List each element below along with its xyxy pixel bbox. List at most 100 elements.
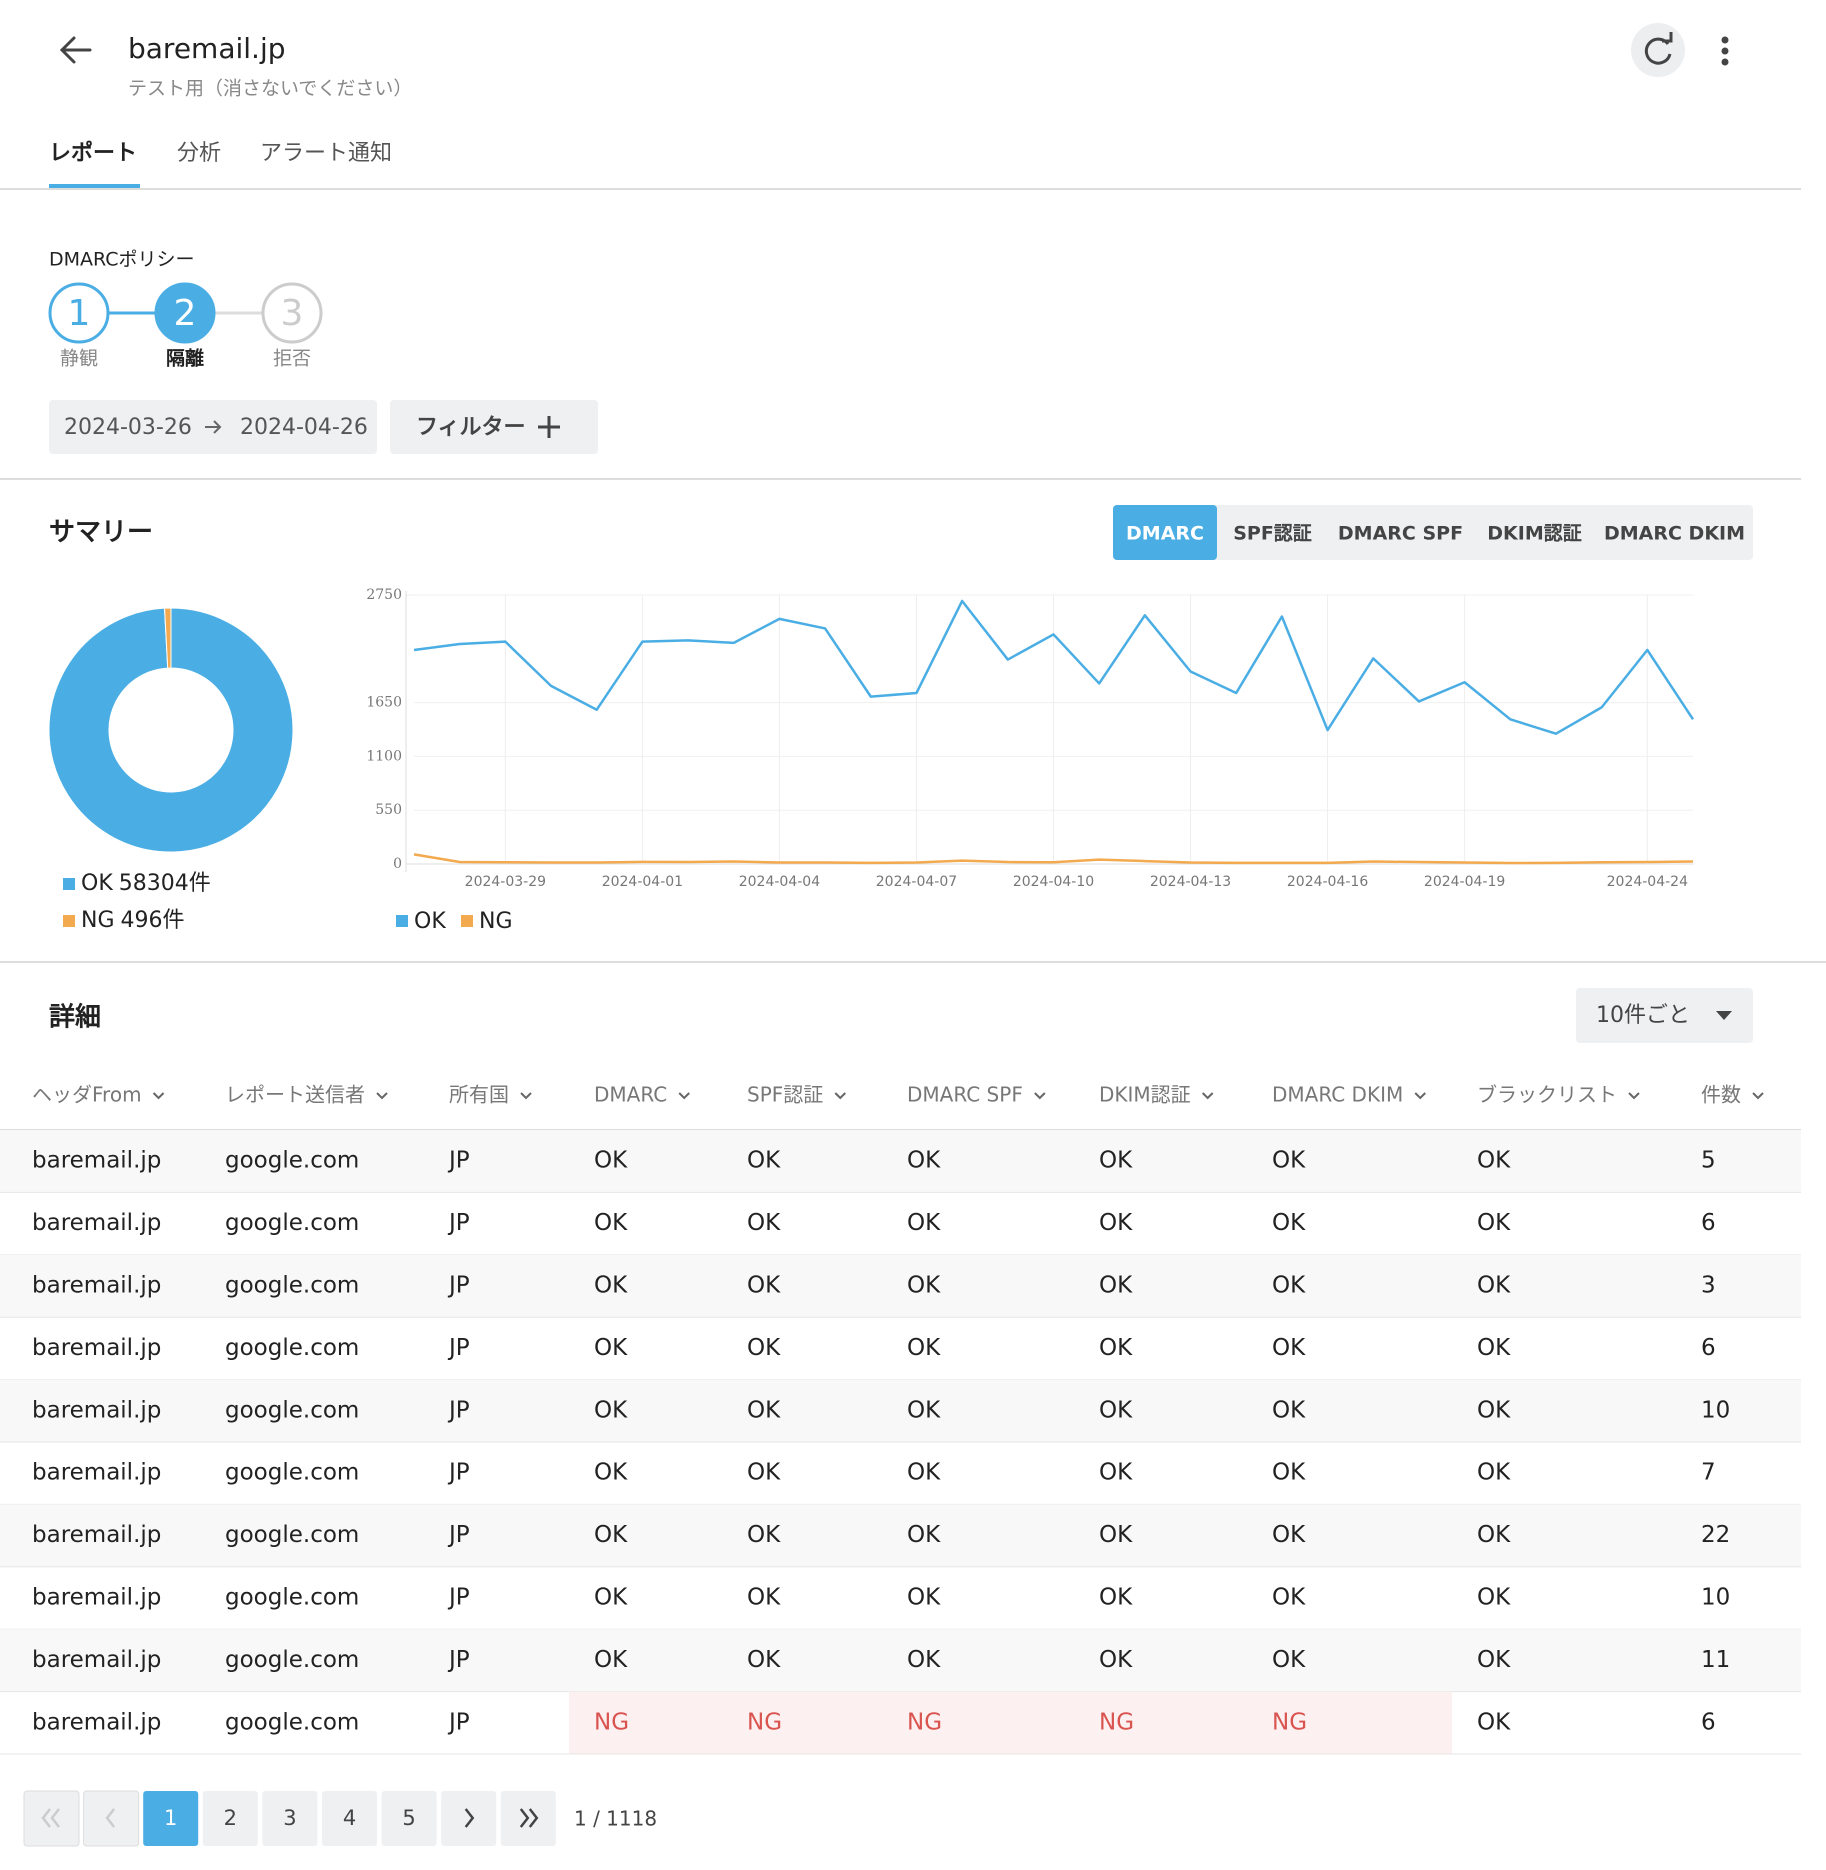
- row-bg: [0, 1379, 1801, 1442]
- ng-cell-bg: [1247, 1691, 1452, 1754]
- x-tick-label: 2024-04-24: [1607, 874, 1688, 890]
- x-tick-label: 2024-04-16: [1287, 874, 1368, 890]
- ng-cell-bg: [1074, 1691, 1247, 1754]
- cell: OK: [747, 1148, 781, 1174]
- cell: OK: [1099, 1460, 1133, 1486]
- cell: JP: [447, 1148, 470, 1174]
- cell: baremail.jp: [32, 1522, 161, 1548]
- ng-cell-bg: [882, 1691, 1074, 1754]
- metric-tab[interactable]: SPF認証: [1233, 523, 1312, 545]
- page-button[interactable]: [83, 1790, 140, 1847]
- cell: NG: [747, 1709, 782, 1735]
- cell: JP: [447, 1709, 470, 1735]
- column-header[interactable]: 所有国: [449, 1083, 532, 1107]
- page-button[interactable]: 3: [262, 1791, 318, 1846]
- date-range[interactable]: 2024-03-26 2024-04-26: [49, 400, 377, 454]
- filter-button[interactable]: フィルター: [390, 400, 598, 454]
- summary-title: サマリー: [49, 518, 153, 548]
- cell: google.com: [225, 1273, 359, 1299]
- cell: OK: [1272, 1210, 1306, 1236]
- cell: baremail.jp: [32, 1335, 161, 1361]
- legend-swatch: [396, 915, 408, 927]
- column-header[interactable]: DKIM認証: [1099, 1083, 1214, 1107]
- sort-icon: [678, 1092, 690, 1100]
- cell: NG: [907, 1709, 942, 1735]
- legend-swatch: [461, 915, 473, 927]
- cell: OK: [1272, 1397, 1306, 1423]
- x-tick-label: 2024-04-19: [1424, 874, 1505, 890]
- column-header[interactable]: DMARC DKIM: [1272, 1083, 1426, 1107]
- column-header[interactable]: レポート送信者: [225, 1083, 388, 1107]
- sort-icon: [376, 1092, 388, 1100]
- page-button[interactable]: [23, 1790, 80, 1847]
- metric-tab-label: SPF認証: [1233, 523, 1312, 545]
- cell: baremail.jp: [32, 1397, 161, 1423]
- cell: OK: [1477, 1210, 1511, 1236]
- cell: OK: [907, 1585, 941, 1611]
- cell: google.com: [225, 1585, 359, 1611]
- select-bg: [1576, 988, 1753, 1043]
- cell: OK: [907, 1335, 941, 1361]
- refresh-button[interactable]: [1631, 23, 1685, 77]
- chevron-icon: [464, 1808, 475, 1828]
- column-header-label: ヘッダFrom: [32, 1083, 142, 1107]
- sort-icon: [1034, 1092, 1046, 1100]
- cell: 10: [1701, 1397, 1730, 1423]
- page-button[interactable]: [500, 1791, 556, 1846]
- cell: 3: [1701, 1273, 1716, 1299]
- cell: NG: [1099, 1709, 1134, 1735]
- cell: baremail.jp: [32, 1647, 161, 1673]
- column-header[interactable]: ヘッダFrom: [32, 1083, 165, 1107]
- cell: OK: [907, 1210, 941, 1236]
- metric-tab[interactable]: DMARC SPF: [1338, 523, 1463, 545]
- cell: baremail.jp: [32, 1709, 161, 1735]
- page-number: 4: [343, 1806, 356, 1830]
- cell: OK: [1477, 1273, 1511, 1299]
- column-header[interactable]: DMARC: [594, 1083, 690, 1107]
- x-tick-label: 2024-03-29: [465, 874, 546, 890]
- chevron-icon: [519, 1808, 530, 1828]
- row-bg: [0, 1254, 1801, 1318]
- donut-slice: [48, 607, 294, 853]
- line-series: [413, 853, 1694, 865]
- column-header-label: 件数: [1701, 1083, 1741, 1107]
- cell: OK: [907, 1647, 941, 1673]
- column-header[interactable]: ブラックリスト: [1477, 1083, 1640, 1107]
- column-header[interactable]: 件数: [1701, 1083, 1764, 1107]
- metric-tab-label: DMARC: [1126, 523, 1204, 545]
- page-button[interactable]: 4: [322, 1791, 377, 1846]
- page-button[interactable]: 5: [381, 1791, 437, 1846]
- cell: OK: [594, 1647, 628, 1673]
- page-size-select[interactable]: 10件ごと: [1576, 988, 1753, 1043]
- page-size-label: 10件ごと: [1596, 1003, 1690, 1028]
- cell: OK: [907, 1522, 941, 1548]
- tab[interactable]: 分析: [177, 141, 221, 166]
- dropdown-icon: [1716, 1011, 1732, 1020]
- page-subtitle: テスト用（消さないでください）: [128, 78, 412, 100]
- page-button[interactable]: [441, 1791, 497, 1846]
- page-button[interactable]: 2: [202, 1791, 258, 1846]
- chevron-icon: [105, 1808, 116, 1828]
- metric-tab[interactable]: DKIM認証: [1487, 523, 1581, 545]
- page-button[interactable]: 1: [143, 1791, 199, 1846]
- column-header[interactable]: DMARC SPF: [907, 1083, 1046, 1107]
- dot: [1721, 47, 1729, 55]
- metric-tab-label: DKIM認証: [1487, 523, 1581, 545]
- tab[interactable]: アラート通知: [260, 141, 392, 166]
- cell: 5: [1701, 1148, 1716, 1174]
- chevron-icon: [50, 1808, 60, 1828]
- column-header-label: ブラックリスト: [1477, 1083, 1617, 1107]
- date-start: 2024-03-26: [64, 415, 192, 440]
- cell: JP: [447, 1210, 470, 1236]
- cell: google.com: [225, 1210, 359, 1236]
- more-button[interactable]: [1721, 36, 1729, 66]
- column-header[interactable]: SPF認証: [747, 1083, 846, 1107]
- page-button-bg: [322, 1791, 377, 1846]
- cell: baremail.jp: [32, 1148, 161, 1174]
- metric-tab[interactable]: DMARC DKIM: [1604, 523, 1745, 545]
- column-header-label: DKIM認証: [1099, 1083, 1191, 1107]
- metric-tab[interactable]: DMARC: [1113, 505, 1217, 560]
- back-button[interactable]: [59, 36, 92, 64]
- tab[interactable]: レポート: [49, 140, 137, 166]
